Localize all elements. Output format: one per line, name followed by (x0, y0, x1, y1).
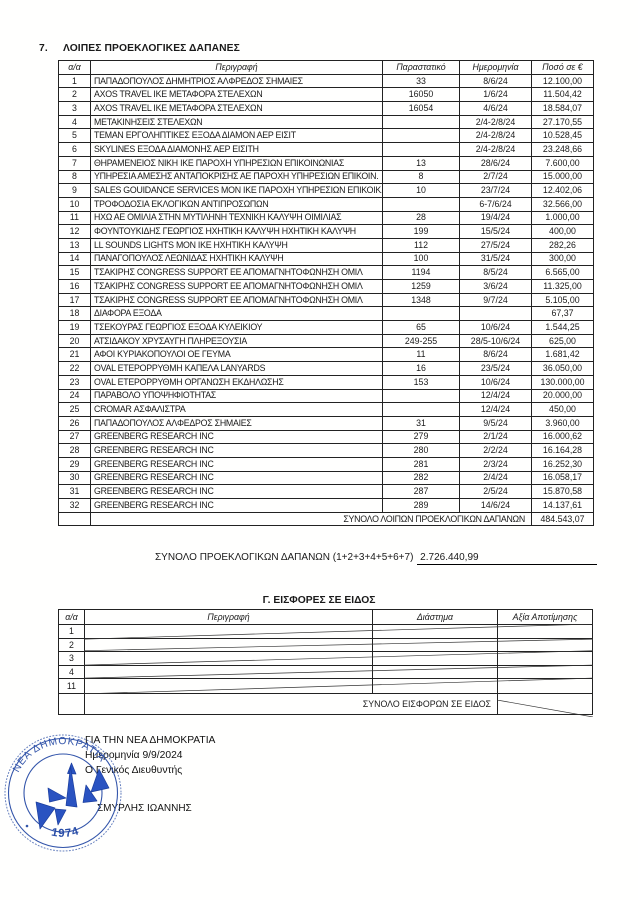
svg-text:1974: 1974 (50, 825, 81, 840)
